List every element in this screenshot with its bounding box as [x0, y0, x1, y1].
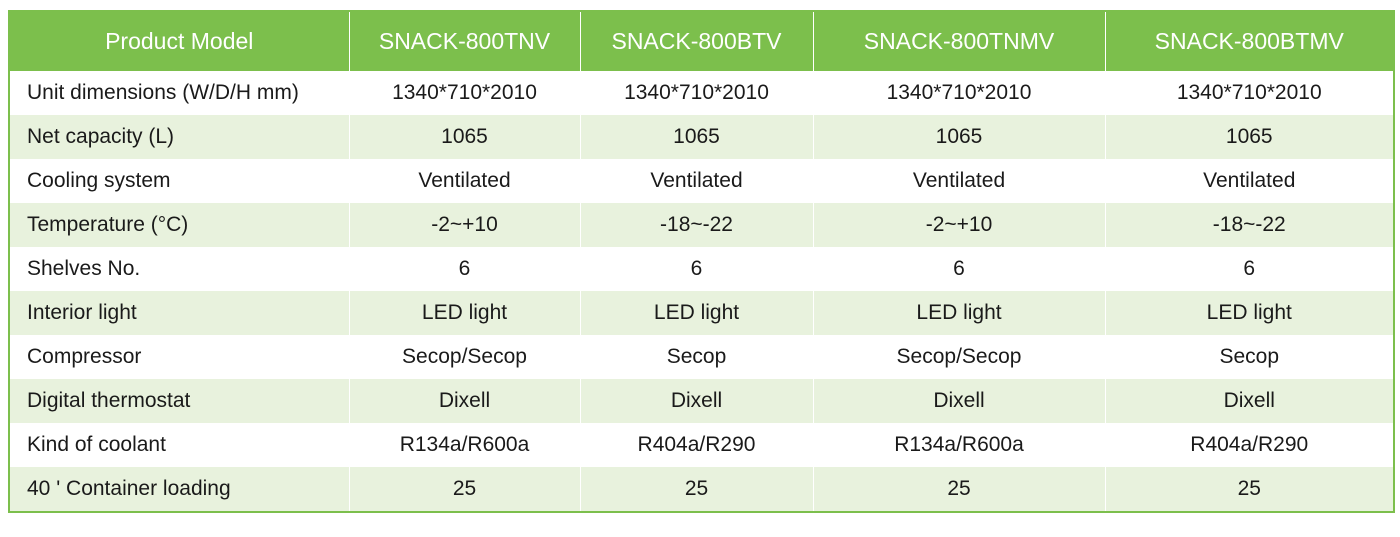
table-cell: 1065: [580, 115, 814, 159]
table-cell: 6: [1105, 247, 1394, 291]
table-cell: 1065: [349, 115, 581, 159]
table-row: Shelves No. 6 6 6 6: [9, 247, 1394, 291]
table-cell: Secop: [580, 335, 814, 379]
table-cell: Ventilated: [580, 159, 814, 203]
table-cell: Dixell: [813, 379, 1106, 423]
table-row: Unit dimensions (W/D/H mm) 1340*710*2010…: [9, 71, 1394, 115]
table-cell: 1340*710*2010: [580, 71, 814, 115]
table-body: Unit dimensions (W/D/H mm) 1340*710*2010…: [9, 71, 1394, 512]
row-label: Cooling system: [9, 159, 350, 203]
table-cell: -18~-22: [580, 203, 814, 247]
spec-table: Product Model SNACK-800TNV SNACK-800BTV …: [8, 10, 1395, 513]
row-label: Net capacity (L): [9, 115, 350, 159]
table-cell: Ventilated: [349, 159, 581, 203]
table-cell: 1340*710*2010: [1105, 71, 1394, 115]
row-label: Interior light: [9, 291, 350, 335]
row-label: Unit dimensions (W/D/H mm): [9, 71, 350, 115]
row-label: Shelves No.: [9, 247, 350, 291]
table-cell: -18~-22: [1105, 203, 1394, 247]
table-cell: LED light: [813, 291, 1106, 335]
row-label: Digital thermostat: [9, 379, 350, 423]
table-cell: R404a/R290: [580, 423, 814, 467]
table-cell: 1065: [813, 115, 1106, 159]
table-cell: 25: [580, 467, 814, 512]
table-cell: Ventilated: [813, 159, 1106, 203]
row-label: Kind of coolant: [9, 423, 350, 467]
table-row: Compressor Secop/Secop Secop Secop/Secop…: [9, 335, 1394, 379]
table-cell: 6: [349, 247, 581, 291]
table-cell: 6: [580, 247, 814, 291]
table-cell: -2~+10: [349, 203, 581, 247]
row-label: Compressor: [9, 335, 350, 379]
table-row: Interior light LED light LED light LED l…: [9, 291, 1394, 335]
table-cell: LED light: [580, 291, 814, 335]
table-row: Temperature (°C) -2~+10 -18~-22 -2~+10 -…: [9, 203, 1394, 247]
header-row: Product Model SNACK-800TNV SNACK-800BTV …: [9, 11, 1394, 71]
table-cell: 1340*710*2010: [813, 71, 1106, 115]
header-label: Product Model: [9, 11, 350, 71]
table-cell: 1340*710*2010: [349, 71, 581, 115]
table-cell: Dixell: [580, 379, 814, 423]
model-header: SNACK-800BTV: [580, 11, 814, 71]
table-cell: R134a/R600a: [349, 423, 581, 467]
table-cell: 6: [813, 247, 1106, 291]
table-cell: Dixell: [1105, 379, 1394, 423]
table-cell: 1065: [1105, 115, 1394, 159]
table-row: Kind of coolant R134a/R600a R404a/R290 R…: [9, 423, 1394, 467]
model-header: SNACK-800TNV: [349, 11, 581, 71]
table-cell: Dixell: [349, 379, 581, 423]
table-cell: R134a/R600a: [813, 423, 1106, 467]
table-cell: LED light: [349, 291, 581, 335]
model-header: SNACK-800TNMV: [813, 11, 1106, 71]
table-cell: -2~+10: [813, 203, 1106, 247]
table-cell: 25: [1105, 467, 1394, 512]
table-row: 40 ' Container loading 25 25 25 25: [9, 467, 1394, 512]
row-label: 40 ' Container loading: [9, 467, 350, 512]
table-cell: 25: [349, 467, 581, 512]
table-cell: Secop/Secop: [349, 335, 581, 379]
table-cell: Ventilated: [1105, 159, 1394, 203]
table-row: Cooling system Ventilated Ventilated Ven…: [9, 159, 1394, 203]
row-label: Temperature (°C): [9, 203, 350, 247]
table-cell: Secop: [1105, 335, 1394, 379]
table-row: Digital thermostat Dixell Dixell Dixell …: [9, 379, 1394, 423]
table-cell: 25: [813, 467, 1106, 512]
table-cell: Secop/Secop: [813, 335, 1106, 379]
table-row: Net capacity (L) 1065 1065 1065 1065: [9, 115, 1394, 159]
table-cell: LED light: [1105, 291, 1394, 335]
table-header: Product Model SNACK-800TNV SNACK-800BTV …: [9, 11, 1394, 71]
model-header: SNACK-800BTMV: [1105, 11, 1394, 71]
table-cell: R404a/R290: [1105, 423, 1394, 467]
